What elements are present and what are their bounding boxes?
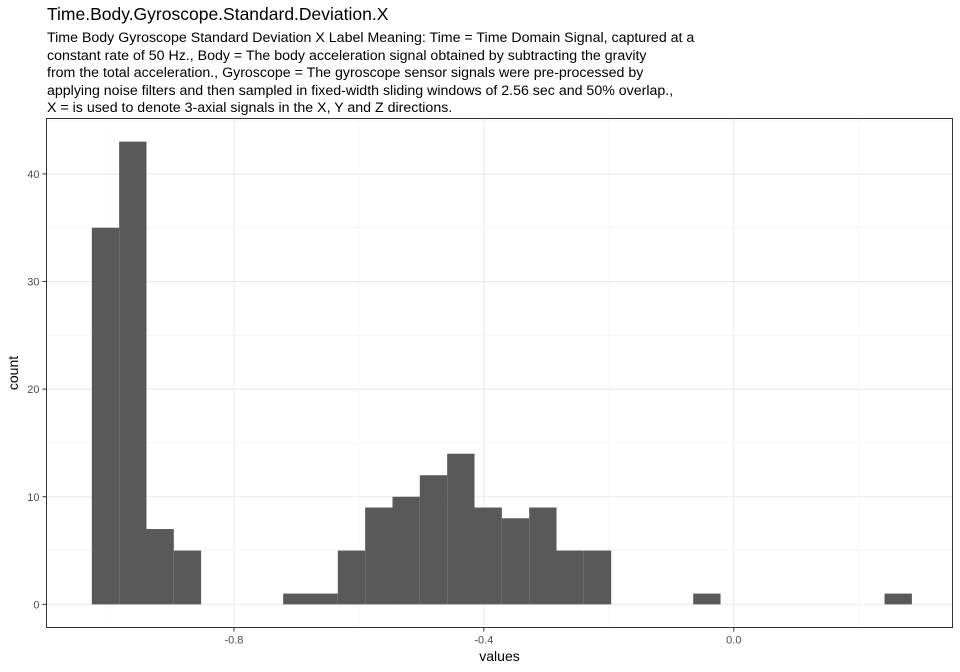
major-gridlines — [46, 118, 953, 628]
histogram-bar — [91, 227, 120, 605]
subtitle-line: constant rate of 50 Hz., Body = The body… — [47, 47, 647, 64]
histogram-bar — [119, 141, 147, 605]
y-tick-label: 30 — [27, 277, 39, 289]
histogram-bar — [693, 593, 721, 605]
histogram-bar — [365, 507, 393, 605]
x-tick-label: -0.4 — [474, 635, 493, 647]
histogram-bar — [884, 593, 912, 605]
histogram-bar — [310, 593, 338, 605]
histogram-bar — [556, 550, 584, 605]
y-tick-label: 20 — [27, 384, 39, 396]
histogram-bar — [447, 453, 475, 605]
minor-gridlines — [46, 118, 953, 628]
x-axis-ticks: -0.8 -0.4 0.0 — [224, 627, 741, 647]
histogram-bar — [283, 593, 311, 605]
subtitle-line: Time Body Gyroscope Standard Deviation X… — [47, 30, 695, 46]
subtitle-line: X = is used to denote 3-axial signals in… — [47, 100, 453, 117]
y-tick-label: 10 — [27, 492, 39, 504]
histogram-bar — [146, 529, 174, 605]
x-axis-title: values — [479, 648, 519, 664]
histogram-bar — [583, 550, 612, 605]
y-tick-label: 40 — [27, 169, 39, 181]
histogram-bar — [337, 550, 366, 605]
histogram-bars — [91, 141, 912, 605]
chart-subtitle: Time Body Gyroscope Standard Deviation X… — [47, 30, 694, 118]
subtitle-line: applying noise filters and then sampled … — [47, 82, 674, 99]
x-tick-label: 0.0 — [726, 635, 741, 647]
panel-border — [46, 118, 953, 628]
subtitle-line: from the total acceleration., Gyroscope … — [47, 65, 644, 82]
histogram-bar — [501, 518, 530, 605]
x-tick-label: -0.8 — [224, 635, 243, 647]
histogram-bar — [392, 496, 420, 605]
y-tick-label: 0 — [33, 599, 39, 611]
chart-title: Time.Body.Gyroscope.Standard.Deviation.X — [47, 4, 389, 24]
histogram-bar — [173, 550, 202, 605]
histogram-bar — [474, 507, 502, 605]
histogram-bar — [419, 475, 448, 605]
y-axis-title: count — [5, 356, 21, 390]
y-axis-ticks: 0 10 20 30 40 — [27, 169, 47, 611]
histogram-bar — [529, 507, 557, 605]
